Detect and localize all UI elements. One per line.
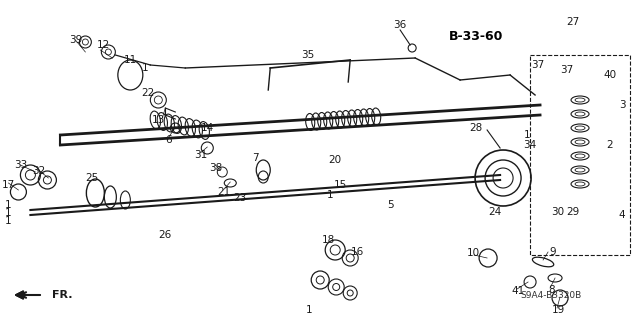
Text: 3: 3 bbox=[619, 100, 625, 110]
Text: 38: 38 bbox=[209, 163, 222, 173]
Text: 29: 29 bbox=[566, 207, 580, 217]
Text: 19: 19 bbox=[552, 305, 564, 315]
Text: 39: 39 bbox=[68, 35, 82, 45]
Text: 33: 33 bbox=[14, 160, 27, 170]
Text: 18: 18 bbox=[321, 235, 335, 245]
Text: 41: 41 bbox=[511, 286, 525, 296]
Text: 25: 25 bbox=[86, 173, 99, 183]
Text: 6: 6 bbox=[165, 135, 172, 145]
Text: 13: 13 bbox=[152, 115, 165, 125]
FancyArrow shape bbox=[15, 291, 40, 299]
Text: 36: 36 bbox=[394, 20, 407, 30]
Text: 5: 5 bbox=[387, 200, 394, 210]
Text: 16: 16 bbox=[351, 247, 364, 257]
Text: 23: 23 bbox=[234, 193, 247, 203]
Text: 9: 9 bbox=[550, 247, 556, 257]
Text: 1: 1 bbox=[5, 208, 12, 218]
Text: 22: 22 bbox=[141, 88, 155, 98]
Text: 1: 1 bbox=[306, 305, 312, 315]
Text: 32: 32 bbox=[32, 166, 45, 176]
Text: FR.: FR. bbox=[52, 290, 73, 300]
Text: 20: 20 bbox=[329, 155, 342, 165]
Text: 26: 26 bbox=[159, 230, 172, 240]
Text: 1: 1 bbox=[5, 216, 12, 226]
Text: 8: 8 bbox=[548, 285, 556, 295]
Text: 4: 4 bbox=[619, 210, 625, 220]
Text: 11: 11 bbox=[124, 55, 137, 65]
Text: B-33-60: B-33-60 bbox=[449, 31, 503, 43]
Text: 37: 37 bbox=[561, 65, 573, 75]
Text: 15: 15 bbox=[333, 180, 347, 190]
Text: 21: 21 bbox=[218, 187, 231, 197]
Text: 34: 34 bbox=[524, 140, 537, 150]
Text: 10: 10 bbox=[467, 248, 479, 258]
Text: 17: 17 bbox=[2, 180, 15, 190]
Text: 1: 1 bbox=[5, 200, 12, 210]
Text: 7: 7 bbox=[252, 153, 259, 163]
Bar bbox=[440, 28, 512, 46]
Text: 27: 27 bbox=[566, 17, 580, 27]
Text: 30: 30 bbox=[552, 207, 564, 217]
Text: 28: 28 bbox=[470, 123, 483, 133]
Text: 1: 1 bbox=[142, 63, 148, 73]
Text: S9A4-B3320B: S9A4-B3320B bbox=[520, 291, 581, 300]
Text: 31: 31 bbox=[194, 150, 207, 160]
Text: 40: 40 bbox=[604, 70, 616, 80]
Text: 14: 14 bbox=[201, 123, 214, 133]
Text: 1: 1 bbox=[524, 130, 531, 140]
Text: 1: 1 bbox=[327, 190, 333, 200]
Text: 24: 24 bbox=[488, 207, 502, 217]
Text: 37: 37 bbox=[531, 60, 545, 70]
Text: 12: 12 bbox=[97, 40, 110, 50]
Text: 2: 2 bbox=[607, 140, 613, 150]
Text: 35: 35 bbox=[301, 50, 315, 60]
Bar bbox=[530, 55, 630, 255]
